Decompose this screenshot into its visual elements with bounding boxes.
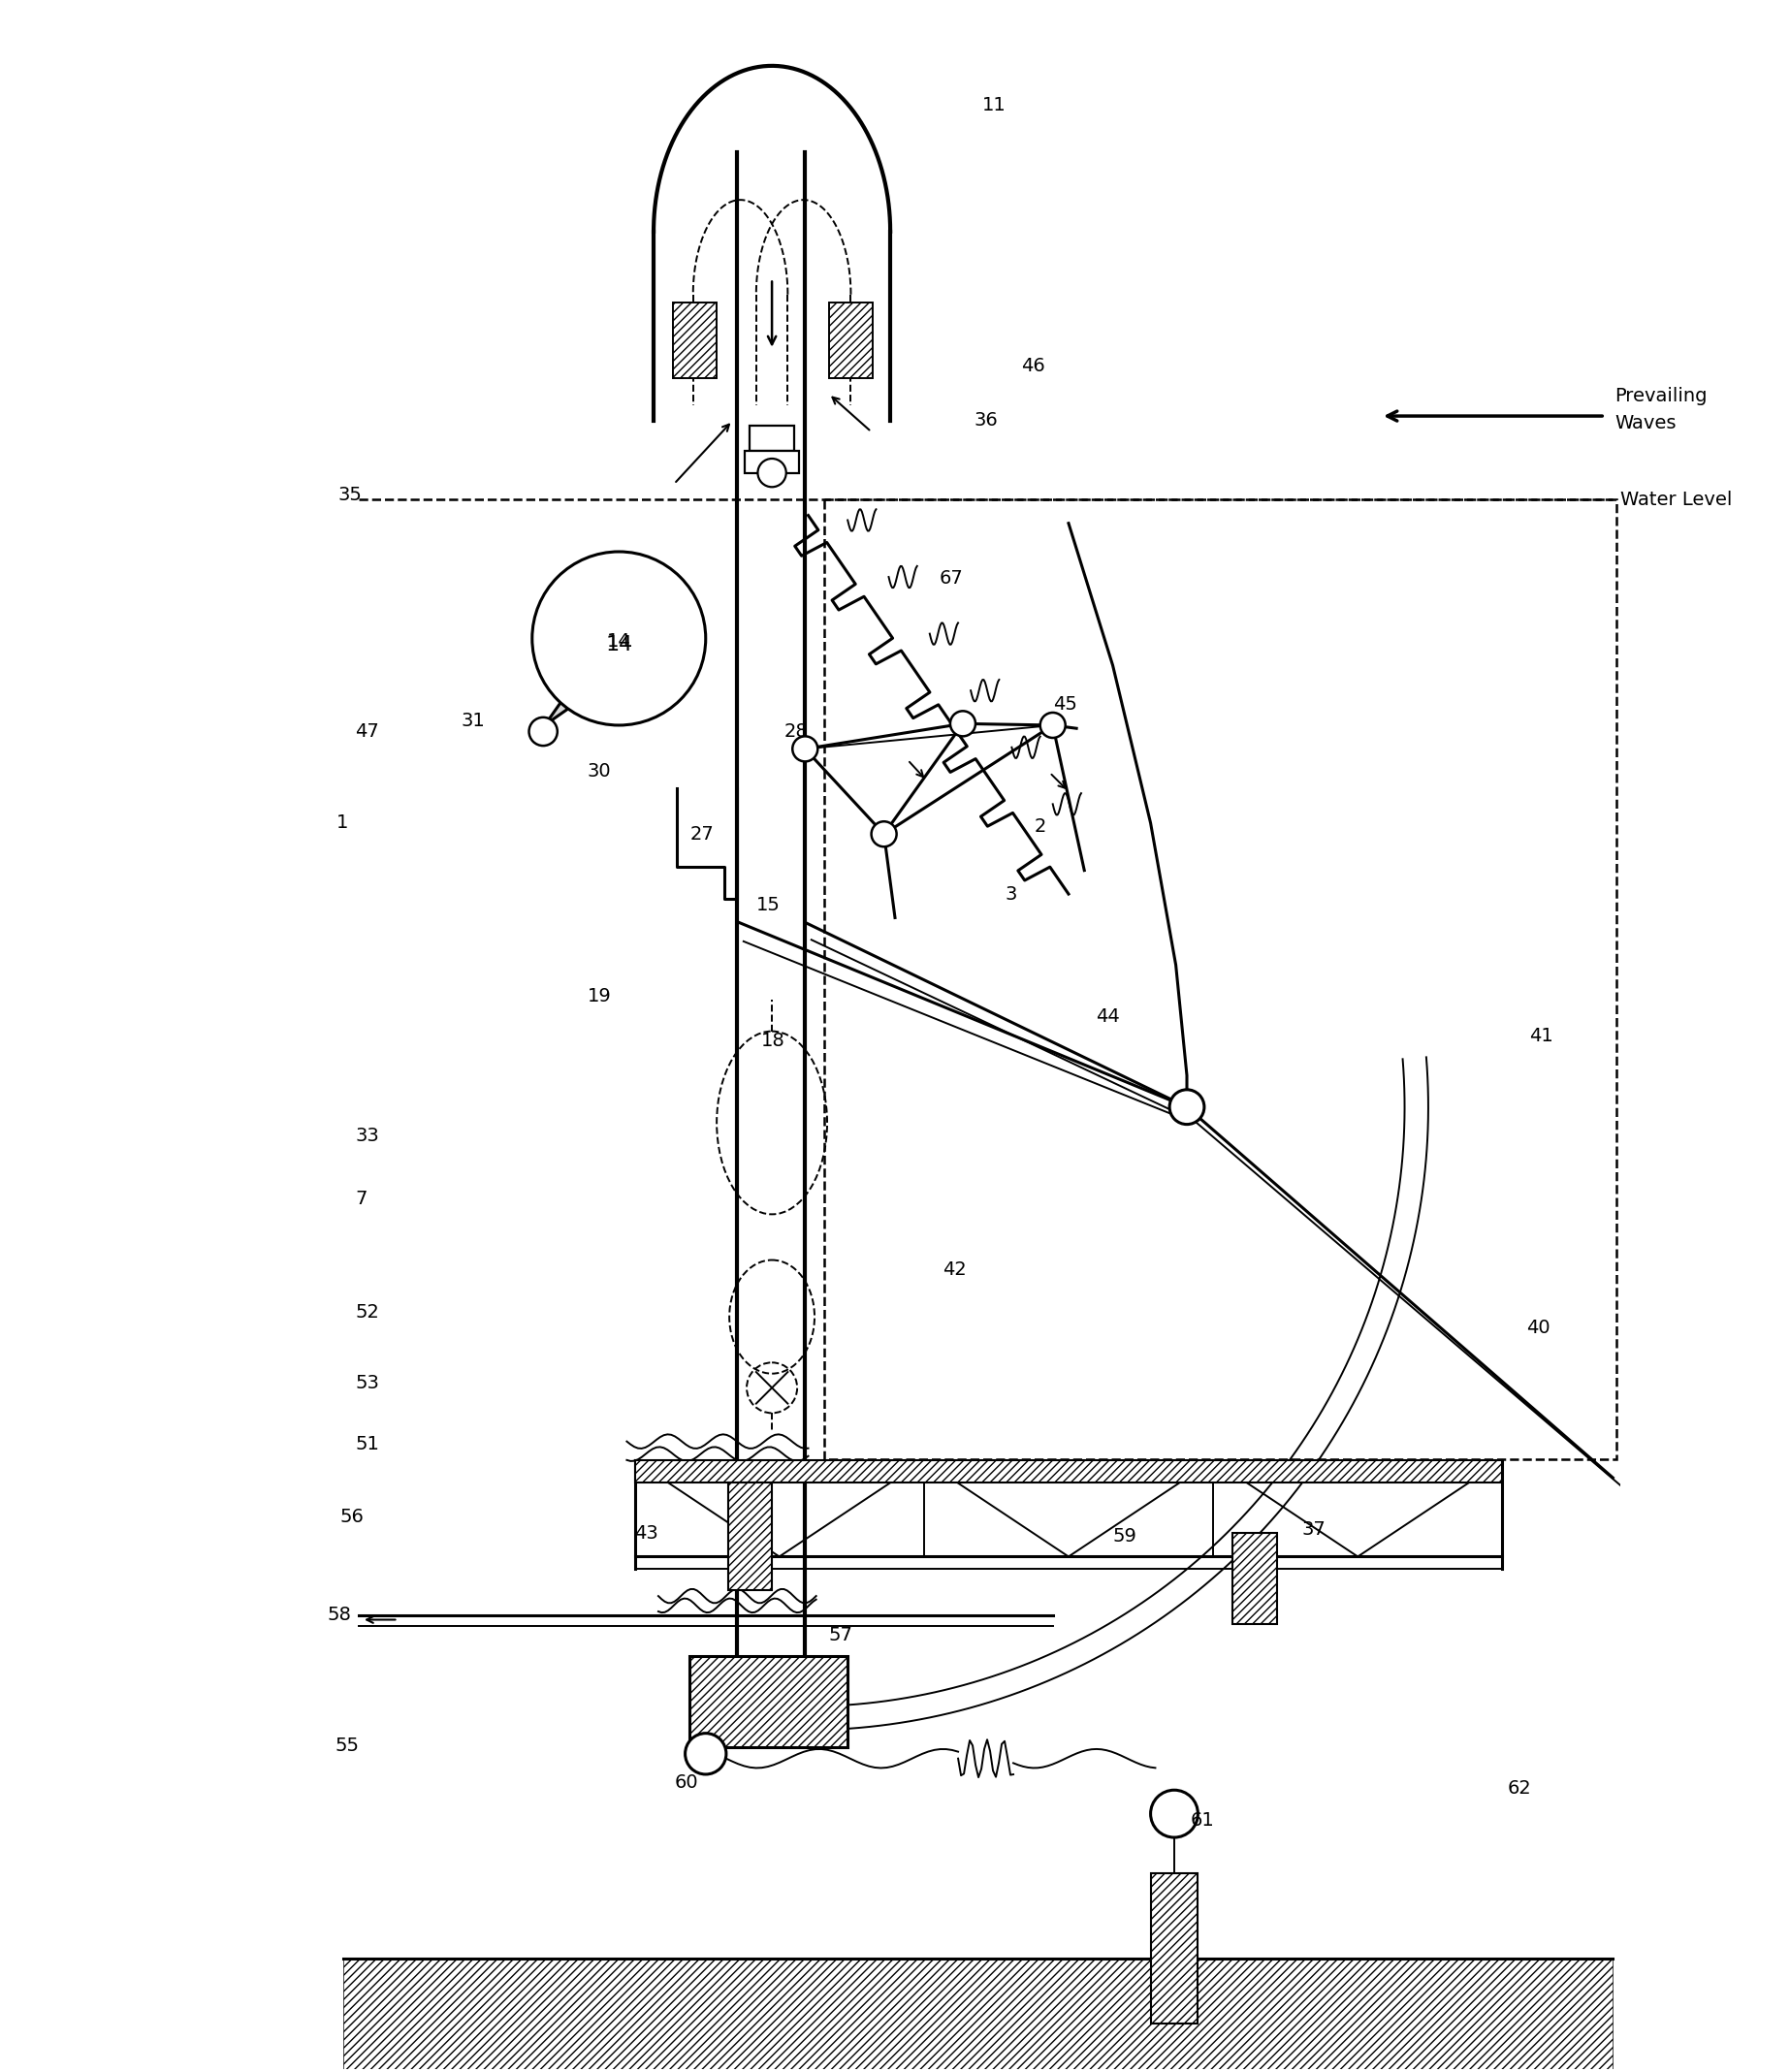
Text: 60: 60 [675, 1774, 698, 1792]
Text: 2: 2 [1035, 816, 1045, 835]
Text: 61: 61 [1190, 1811, 1214, 1830]
Text: 19: 19 [587, 988, 612, 1005]
Text: 59: 59 [1113, 1527, 1137, 1546]
Text: 1: 1 [337, 814, 349, 833]
Text: 15: 15 [755, 895, 780, 914]
Text: 40: 40 [1527, 1318, 1550, 1336]
Circle shape [686, 1734, 727, 1774]
Circle shape [530, 717, 557, 746]
Circle shape [1151, 1790, 1198, 1838]
Text: 56: 56 [340, 1508, 363, 1527]
Circle shape [1169, 1090, 1205, 1125]
Bar [823, 499, 1616, 1459]
Text: 31: 31 [462, 711, 485, 729]
Text: 3: 3 [1006, 885, 1017, 903]
Text: 52: 52 [356, 1303, 379, 1322]
Text: 47: 47 [356, 723, 379, 742]
Text: 7: 7 [356, 1189, 367, 1208]
Text: Prevailing
Waves: Prevailing Waves [1615, 387, 1708, 433]
Text: 41: 41 [1529, 1028, 1554, 1044]
Text: 51: 51 [356, 1436, 379, 1455]
Bar [1233, 1533, 1276, 1624]
Text: 11: 11 [981, 95, 1006, 114]
Bar [1151, 1873, 1198, 2024]
Text: 14: 14 [605, 634, 632, 655]
Text: 35: 35 [338, 485, 362, 503]
Text: 58: 58 [328, 1606, 351, 1624]
Text: 44: 44 [1095, 1007, 1119, 1026]
Circle shape [757, 458, 786, 487]
Circle shape [950, 711, 976, 736]
Text: 18: 18 [761, 1032, 784, 1051]
Text: 36: 36 [974, 412, 997, 431]
Text: 53: 53 [356, 1374, 379, 1392]
Text: 55: 55 [335, 1736, 360, 1755]
Text: 45: 45 [1053, 696, 1078, 715]
Text: 43: 43 [635, 1523, 659, 1542]
Text: 37: 37 [1301, 1521, 1326, 1539]
Circle shape [793, 736, 818, 762]
Text: 42: 42 [942, 1260, 967, 1278]
Text: 14: 14 [607, 632, 630, 651]
Text: Water Level: Water Level [1620, 491, 1733, 510]
Text: 67: 67 [940, 570, 963, 588]
Text: 62: 62 [1507, 1780, 1530, 1798]
Text: 57: 57 [829, 1627, 852, 1645]
Bar [635, 1461, 1502, 1481]
Text: 27: 27 [689, 825, 714, 843]
Bar [344, 1958, 1613, 2072]
Bar [745, 452, 798, 472]
Text: 30: 30 [587, 762, 610, 781]
Text: 28: 28 [784, 723, 809, 742]
Bar [750, 425, 795, 452]
Text: 46: 46 [1022, 356, 1045, 375]
Bar [689, 1656, 848, 1747]
Bar [829, 303, 874, 379]
Circle shape [532, 551, 705, 725]
Circle shape [1040, 713, 1065, 738]
Polygon shape [544, 636, 650, 725]
Circle shape [872, 821, 897, 847]
Bar [673, 303, 716, 379]
Bar [729, 1481, 771, 1589]
Text: 33: 33 [356, 1127, 379, 1144]
